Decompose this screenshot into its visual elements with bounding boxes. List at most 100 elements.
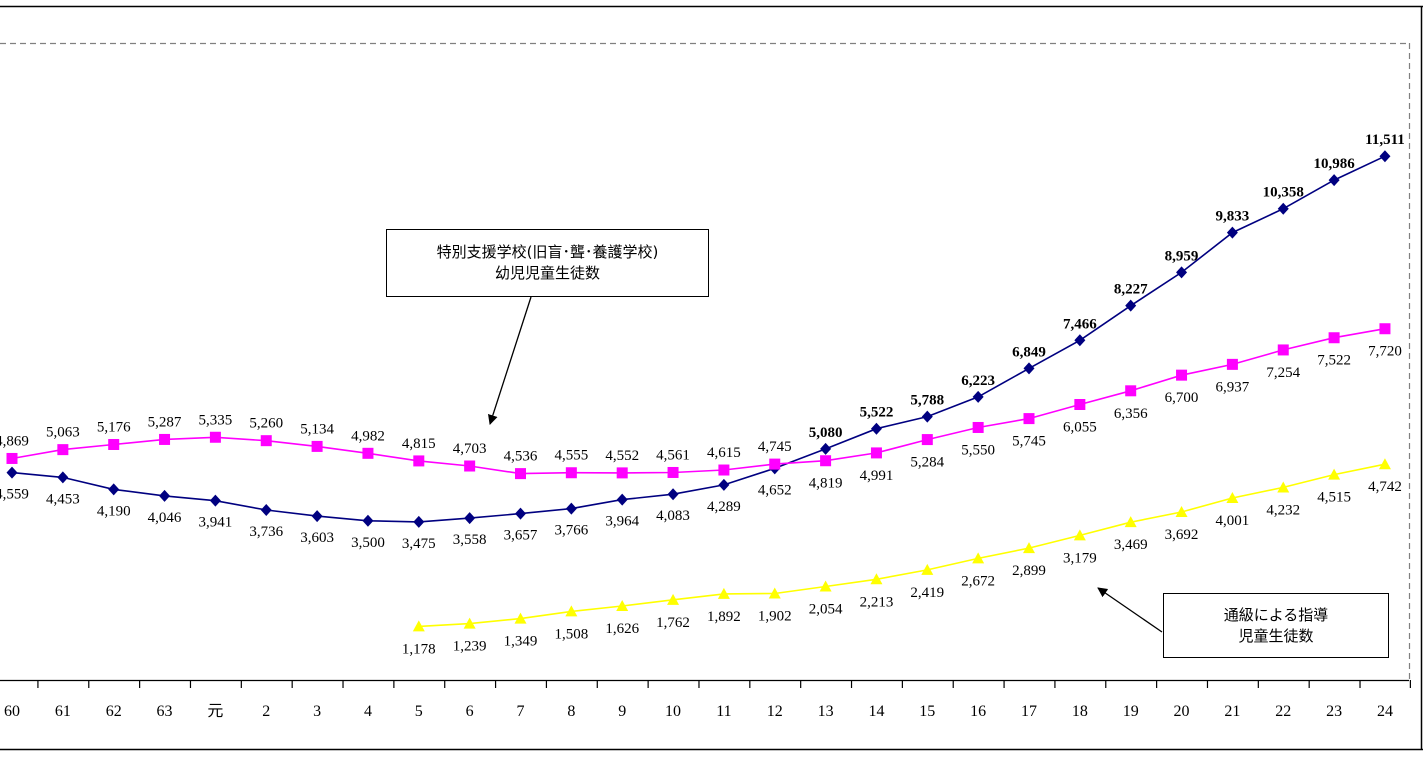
data-label-tsukyu: 3,469 [1114, 537, 1148, 553]
data-label-special_support: 3,941 [199, 515, 233, 531]
data-label-tsukyu: 4,742 [1368, 479, 1402, 495]
data-label-special_support: 5,080 [809, 425, 843, 441]
data-label-tsukyu: 2,419 [910, 585, 944, 601]
data-point-tsukyu [1073, 529, 1086, 541]
x-tick-label: 15 [919, 703, 935, 720]
x-tick-label: 7 [517, 703, 525, 720]
x-tick-label: 13 [818, 703, 834, 720]
data-point-tsukyu [1124, 516, 1137, 528]
x-tick-label: 19 [1123, 703, 1139, 720]
data-point-magenta [616, 467, 628, 479]
data-label-magenta: 6,700 [1165, 390, 1199, 406]
data-label-magenta: 4,869 [0, 433, 29, 449]
callout-tsukyu-instruction: 通級による指導 児童生徒数 [1163, 593, 1389, 658]
callout-tsukyu-line2: 児童生徒数 [1238, 626, 1314, 645]
data-point-tsukyu [1328, 468, 1341, 480]
data-point-magenta [718, 464, 730, 476]
data-point-magenta [108, 438, 120, 450]
data-point-magenta [820, 455, 832, 467]
callout-arrow-special [488, 296, 532, 425]
data-point-magenta [515, 468, 526, 480]
data-point-magenta [6, 452, 18, 464]
data-point-tsukyu [667, 593, 680, 605]
data-point-magenta [464, 460, 476, 472]
data-point-special_support [260, 504, 272, 517]
data-label-special_support: 3,500 [351, 535, 385, 551]
data-label-special_support: 4,046 [148, 510, 182, 526]
data-point-magenta [1176, 369, 1188, 381]
data-label-special_support: 11,511 [1365, 132, 1405, 148]
data-label-special_support: 5,522 [860, 405, 894, 421]
data-point-magenta [921, 434, 933, 446]
data-point-special_support [820, 442, 832, 455]
data-point-special_support [921, 410, 933, 423]
callout-special-line1: 特別支援学校(旧盲･聾･養護学校) [436, 243, 659, 261]
data-label-special_support: 3,558 [453, 532, 487, 548]
x-tick-label: 18 [1072, 703, 1088, 720]
data-point-special_support [515, 507, 526, 520]
data-point-special_support [1328, 174, 1340, 187]
data-point-special_support [1023, 362, 1035, 375]
data-point-special_support [1074, 334, 1086, 347]
data-point-special_support [108, 483, 120, 496]
data-label-special_support: 8,227 [1114, 282, 1148, 298]
callout-special-support-school: 特別支援学校(旧盲･聾･養護学校) 幼児児童生徒数 [386, 229, 709, 297]
data-point-tsukyu [870, 573, 883, 585]
x-tick-label: 14 [868, 703, 884, 720]
data-point-special_support [57, 471, 69, 484]
data-point-special_support [362, 514, 374, 527]
data-point-tsukyu [1175, 506, 1188, 518]
data-point-magenta [413, 455, 425, 467]
data-point-tsukyu [972, 552, 985, 564]
data-point-special_support [311, 510, 323, 523]
data-label-special_support: 10,358 [1263, 185, 1304, 201]
data-label-magenta: 5,287 [148, 414, 182, 430]
data-label-magenta: 5,550 [961, 442, 995, 458]
data-label-magenta: 5,284 [910, 455, 944, 471]
data-point-magenta [769, 458, 781, 470]
data-label-magenta: 5,745 [1012, 434, 1046, 450]
data-point-tsukyu [1378, 458, 1391, 470]
data-label-special_support: 3,964 [605, 514, 639, 530]
data-label-magenta: 4,815 [402, 436, 436, 452]
data-point-magenta [1277, 344, 1289, 356]
data-label-special_support: 4,289 [707, 499, 741, 515]
data-label-magenta: 4,982 [351, 428, 385, 444]
data-point-special_support [667, 488, 679, 501]
data-point-magenta [57, 444, 69, 456]
data-label-magenta: 4,536 [504, 449, 538, 465]
data-label-magenta: 4,991 [860, 468, 894, 484]
x-tick-label: 63 [157, 703, 173, 720]
data-label-special_support: 3,657 [504, 528, 538, 544]
data-point-magenta [870, 447, 882, 459]
series-line-magenta [11, 327, 1386, 475]
data-point-special_support [718, 478, 730, 491]
data-label-magenta: 4,615 [707, 445, 741, 461]
data-point-magenta [972, 421, 984, 433]
x-tick-label: 4 [364, 703, 372, 720]
data-point-magenta [667, 466, 679, 478]
data-label-special_support: 3,736 [249, 524, 283, 540]
x-tick-label: 17 [1021, 703, 1037, 720]
data-label-magenta: 4,819 [809, 476, 843, 492]
data-point-tsukyu [819, 580, 832, 592]
data-label-special_support: 4,453 [46, 491, 80, 507]
data-label-magenta: 7,720 [1368, 344, 1402, 360]
data-label-magenta: 5,335 [199, 412, 233, 428]
x-tick-label: 62 [106, 703, 122, 720]
data-point-tsukyu [1023, 542, 1035, 554]
x-axis-ticks [37, 680, 1411, 688]
data-point-special_support [413, 515, 425, 528]
x-tick-label: 8 [567, 703, 575, 720]
data-point-tsukyu [412, 620, 425, 632]
x-tick-label: 9 [618, 703, 626, 720]
data-label-special_support: 8,959 [1165, 248, 1199, 264]
data-label-magenta: 5,134 [300, 421, 334, 437]
data-point-magenta [159, 433, 171, 445]
callout-arrow-tsukyu [1097, 587, 1163, 633]
data-labels: 4,559 4,453 4,190 4,046 3,941 3,736 3,603 3,500… [0, 132, 1405, 657]
data-label-tsukyu: 1,178 [402, 641, 436, 657]
data-label-tsukyu: 2,672 [961, 573, 995, 589]
data-label-special_support: 4,652 [758, 482, 792, 498]
data-label-tsukyu: 4,232 [1266, 502, 1300, 518]
